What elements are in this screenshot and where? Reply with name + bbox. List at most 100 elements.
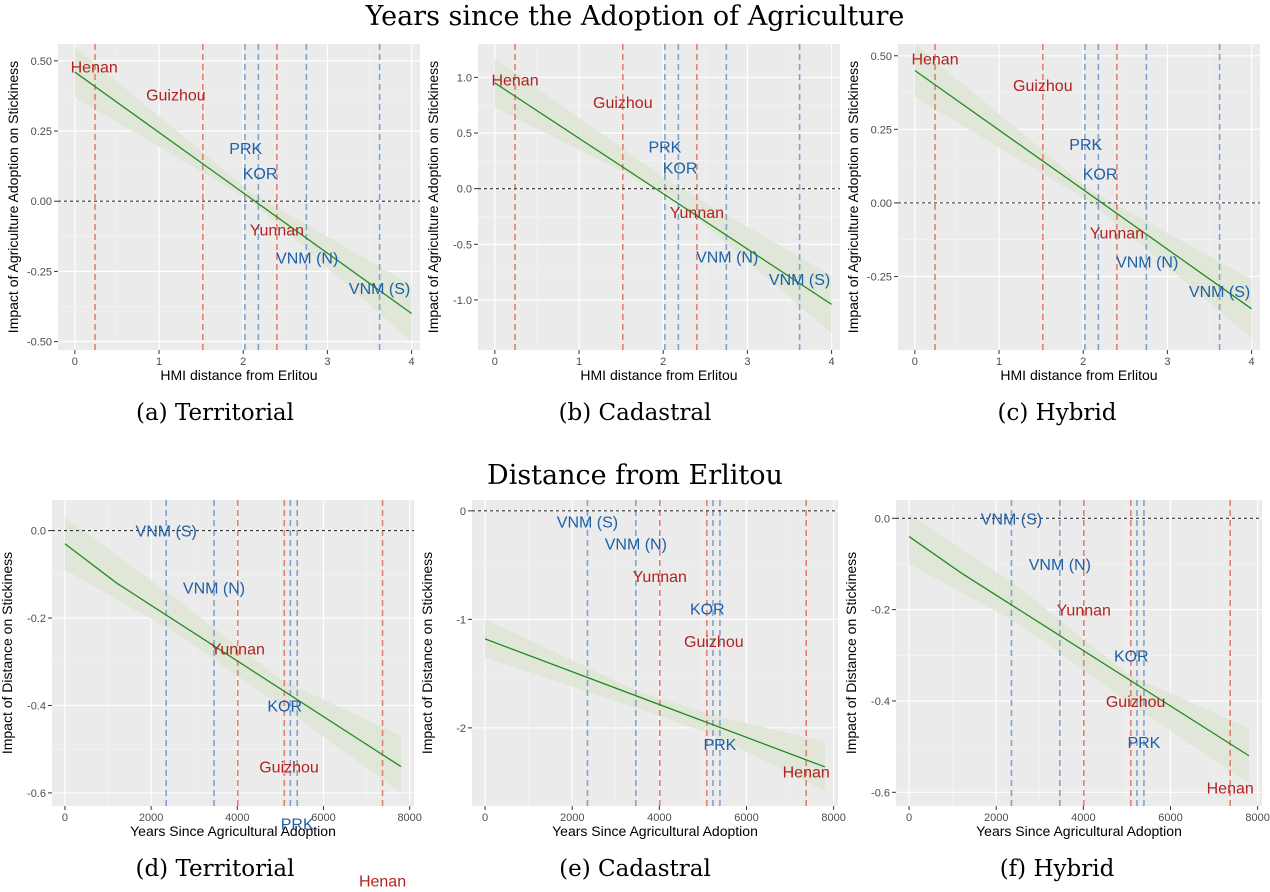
y-tick-label: 1.0 xyxy=(457,72,472,84)
section-title-top: Years since the Adoption of Agriculture xyxy=(365,1,905,32)
x-axis-title: HMI distance from Erlitou xyxy=(580,367,737,383)
y-axis-title: Impact of Agriculture Adoption on Sticki… xyxy=(425,61,441,333)
region-label: Henan xyxy=(359,873,406,890)
x-tick-label: 2 xyxy=(1080,356,1086,368)
confidence-ribbon xyxy=(914,44,1252,339)
y-tick-label: -0.50 xyxy=(27,337,52,349)
region-label: Guizhou xyxy=(1106,694,1166,711)
region-label: Henan xyxy=(1207,781,1254,798)
region-label: Yunnan xyxy=(633,569,687,586)
region-label: Guizhou xyxy=(146,88,206,105)
y-tick-label: -0.2 xyxy=(871,605,890,617)
y-tick-label: -0.4 xyxy=(27,700,46,712)
region-label: VNM (S) xyxy=(981,511,1042,528)
region-label: VNM (N) xyxy=(1116,255,1178,272)
region-label: Guizhou xyxy=(593,95,653,112)
x-tick-label: 0 xyxy=(62,812,68,824)
x-tick-label: 8000 xyxy=(1245,812,1269,824)
caption-e: (e) Cadastral xyxy=(559,856,711,882)
region-label: Guizhou xyxy=(259,760,319,777)
region-label: PRK xyxy=(703,737,736,754)
y-axis-title: Impact of Agriculture Adoption on Sticki… xyxy=(845,61,861,333)
x-tick-label: 3 xyxy=(324,356,330,368)
region-label: Yunnan xyxy=(1090,225,1144,242)
caption-f: (f) Hybrid xyxy=(999,856,1115,882)
y-tick-label: -0.5 xyxy=(453,239,472,251)
y-tick-label: -0.25 xyxy=(867,271,892,283)
region-label: Guizhou xyxy=(1013,78,1073,95)
y-tick-label: 0.00 xyxy=(871,198,892,210)
y-axis-title: Impact of Distance on Stickiness xyxy=(843,552,859,754)
y-tick-label: 0.25 xyxy=(871,124,892,136)
fitted-line xyxy=(484,638,826,768)
x-axis-title: HMI distance from Erlitou xyxy=(160,367,317,383)
x-tick-label: 2000 xyxy=(139,812,163,824)
region-label: VNM (S) xyxy=(557,515,618,532)
x-tick-label: 4000 xyxy=(647,812,671,824)
fitted-line xyxy=(64,543,402,768)
chart-panel-d: VNM (S) VNM (N) Yunnan KOR Guizhou PRK Henan 0 2… xyxy=(0,500,422,890)
x-axis-title: Years Since Agricultural Adoption xyxy=(130,823,336,839)
y-tick-label: -1.0 xyxy=(453,295,472,307)
region-label: KOR xyxy=(663,161,698,178)
region-label: VNM (S) xyxy=(1189,284,1250,301)
region-label: Henan xyxy=(491,73,538,90)
confidence-ribbon xyxy=(64,517,402,793)
y-tick-label: 0.50 xyxy=(871,51,892,63)
chart-panel-b: Henan Guizhou PRK KOR Yunnan VNM (N) VNM (S) 0 1… xyxy=(425,44,840,383)
y-axis-title: Impact of Agriculture Adoption on Sticki… xyxy=(5,61,21,333)
y-axis-title: Impact of Distance on Stickiness xyxy=(0,552,15,754)
region-label: VNM (N) xyxy=(605,536,667,553)
y-tick-label: 0.0 xyxy=(875,513,890,525)
region-label: Henan xyxy=(911,52,958,69)
region-label: PRK xyxy=(281,816,314,833)
x-tick-label: 2000 xyxy=(984,812,1008,824)
x-tick-label: 4 xyxy=(829,356,835,368)
x-tick-label: 1 xyxy=(576,356,582,368)
confidence-ribbon xyxy=(74,46,412,342)
x-tick-label: 1 xyxy=(996,356,1002,368)
caption-b: (b) Cadastral xyxy=(558,400,712,426)
x-tick-label: 6000 xyxy=(311,812,335,824)
x-tick-label: 3 xyxy=(1164,356,1170,368)
region-label: VNM (S) xyxy=(769,272,830,289)
y-tick-label: 0.50 xyxy=(31,56,52,68)
region-label: Yunnan xyxy=(1057,603,1111,620)
region-label: KOR xyxy=(267,698,302,715)
region-label: Henan xyxy=(71,59,118,76)
y-tick-label: 0.0 xyxy=(457,184,472,196)
confidence-ribbon xyxy=(485,619,825,791)
x-tick-label: 2 xyxy=(240,356,246,368)
region-label: KOR xyxy=(1114,648,1149,665)
region-label: Yunnan xyxy=(211,642,265,659)
region-label: KOR xyxy=(690,602,725,619)
x-tick-label: 4000 xyxy=(1071,812,1095,824)
chart-panel-c: Henan Guizhou PRK KOR Yunnan VNM (N) VNM (S) 0 1… xyxy=(845,44,1260,383)
x-tick-label: 4 xyxy=(1249,356,1255,368)
y-tick-label: -2 xyxy=(456,723,466,735)
x-tick-label: 6000 xyxy=(1158,812,1182,824)
region-label: VNM (S) xyxy=(349,281,410,298)
region-label: VNM (N) xyxy=(183,580,245,597)
y-tick-label: -0.4 xyxy=(871,696,890,708)
x-tick-label: 0 xyxy=(906,812,912,824)
x-axis-title: HMI distance from Erlitou xyxy=(1000,367,1157,383)
caption-a: (a) Territorial xyxy=(136,400,294,426)
confidence-ribbon xyxy=(494,58,832,334)
region-label: VNM (N) xyxy=(276,250,338,267)
region-label: VNM (S) xyxy=(136,524,197,541)
section-title-bottom: Distance from Erlitou xyxy=(487,460,783,491)
y-tick-label: -0.25 xyxy=(27,266,52,278)
fitted-line xyxy=(908,536,1250,757)
x-axis-title: Years Since Agricultural Adoption xyxy=(976,823,1182,839)
x-tick-label: 8000 xyxy=(821,812,845,824)
x-tick-label: 0 xyxy=(72,356,78,368)
y-tick-label: 0.00 xyxy=(31,196,52,208)
caption-c: (c) Hybrid xyxy=(997,400,1117,426)
region-label: VNM (N) xyxy=(696,250,758,267)
x-tick-label: 1 xyxy=(156,356,162,368)
x-tick-label: 2 xyxy=(660,356,666,368)
region-label: Yunnan xyxy=(670,205,724,222)
y-tick-label: 0 xyxy=(460,506,466,518)
